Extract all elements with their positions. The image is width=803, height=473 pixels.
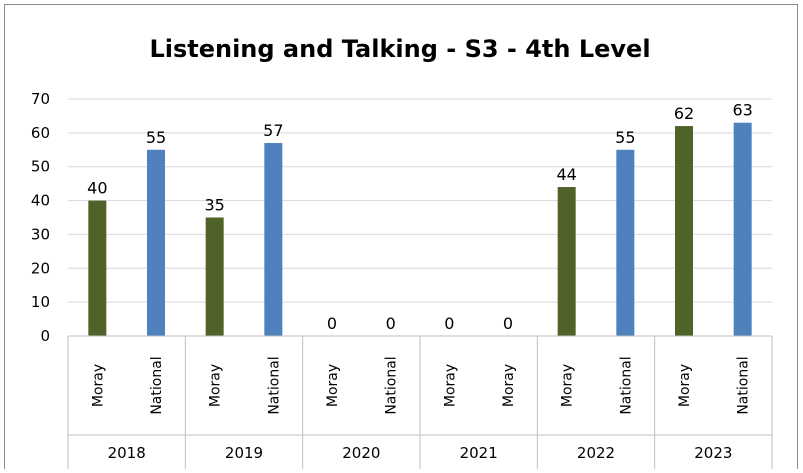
gridlines	[68, 98, 772, 303]
y-tick-label: 50	[31, 158, 50, 176]
category-label: Moray	[560, 364, 576, 407]
data-label: 55	[615, 128, 635, 147]
category-label: Moray	[442, 364, 458, 407]
bar-2022-moray	[557, 187, 576, 336]
bar-2019-moray	[205, 217, 224, 336]
data-label: 0	[503, 314, 513, 333]
year-label: 2020	[342, 444, 380, 462]
y-tick-label: 20	[31, 259, 50, 277]
data-label: 62	[674, 104, 694, 123]
year-label: 2021	[460, 444, 498, 462]
bar-2018-moray	[88, 200, 107, 336]
data-label: 0	[444, 314, 454, 333]
y-tick-label: 30	[31, 225, 50, 243]
chart-frame	[4, 4, 798, 469]
bar-2018-national	[147, 149, 165, 336]
bar-2023-moray	[675, 126, 693, 336]
category-label: National	[618, 356, 634, 414]
year-label: 2018	[108, 444, 146, 462]
category-label: National	[266, 356, 282, 414]
data-labels: 40 55 35 57 0 0 0 0 44 55 62 63	[87, 101, 753, 333]
bar-2019-national	[264, 143, 283, 336]
category-label: National	[736, 356, 752, 414]
category-label: Moray	[501, 364, 517, 407]
chart-title: Listening and Talking - S3 - 4th Level	[149, 35, 650, 63]
y-tick-label: 0	[40, 327, 50, 345]
category-label: Moray	[208, 364, 224, 407]
bars	[88, 122, 752, 336]
data-label: 40	[87, 179, 107, 198]
bar-2023-national	[733, 122, 752, 336]
y-tick-label: 10	[31, 293, 50, 311]
category-label: National	[384, 356, 400, 414]
bar-2022-national	[616, 149, 635, 336]
category-label: Moray	[677, 364, 693, 407]
y-tick-label: 40	[31, 192, 50, 210]
year-label: 2019	[225, 444, 263, 462]
category-axis: Moray National 2018 Moray National 2019 Moray N…	[67, 335, 773, 469]
year-label: 2022	[577, 444, 615, 462]
data-label: 55	[146, 128, 166, 147]
y-axis-ticks: 0 10 20 30 40 50 60 70	[31, 90, 50, 345]
data-label: 44	[556, 165, 576, 184]
category-label: National	[149, 356, 165, 414]
year-label: 2023	[694, 444, 732, 462]
data-label: 63	[732, 101, 752, 120]
data-label: 57	[263, 121, 283, 140]
data-label: 0	[327, 314, 337, 333]
category-label: Moray	[325, 364, 341, 407]
data-label: 35	[204, 196, 224, 215]
y-tick-label: 70	[31, 90, 50, 108]
y-tick-label: 60	[31, 124, 50, 142]
category-label: Moray	[90, 364, 106, 407]
data-label: 0	[386, 314, 396, 333]
